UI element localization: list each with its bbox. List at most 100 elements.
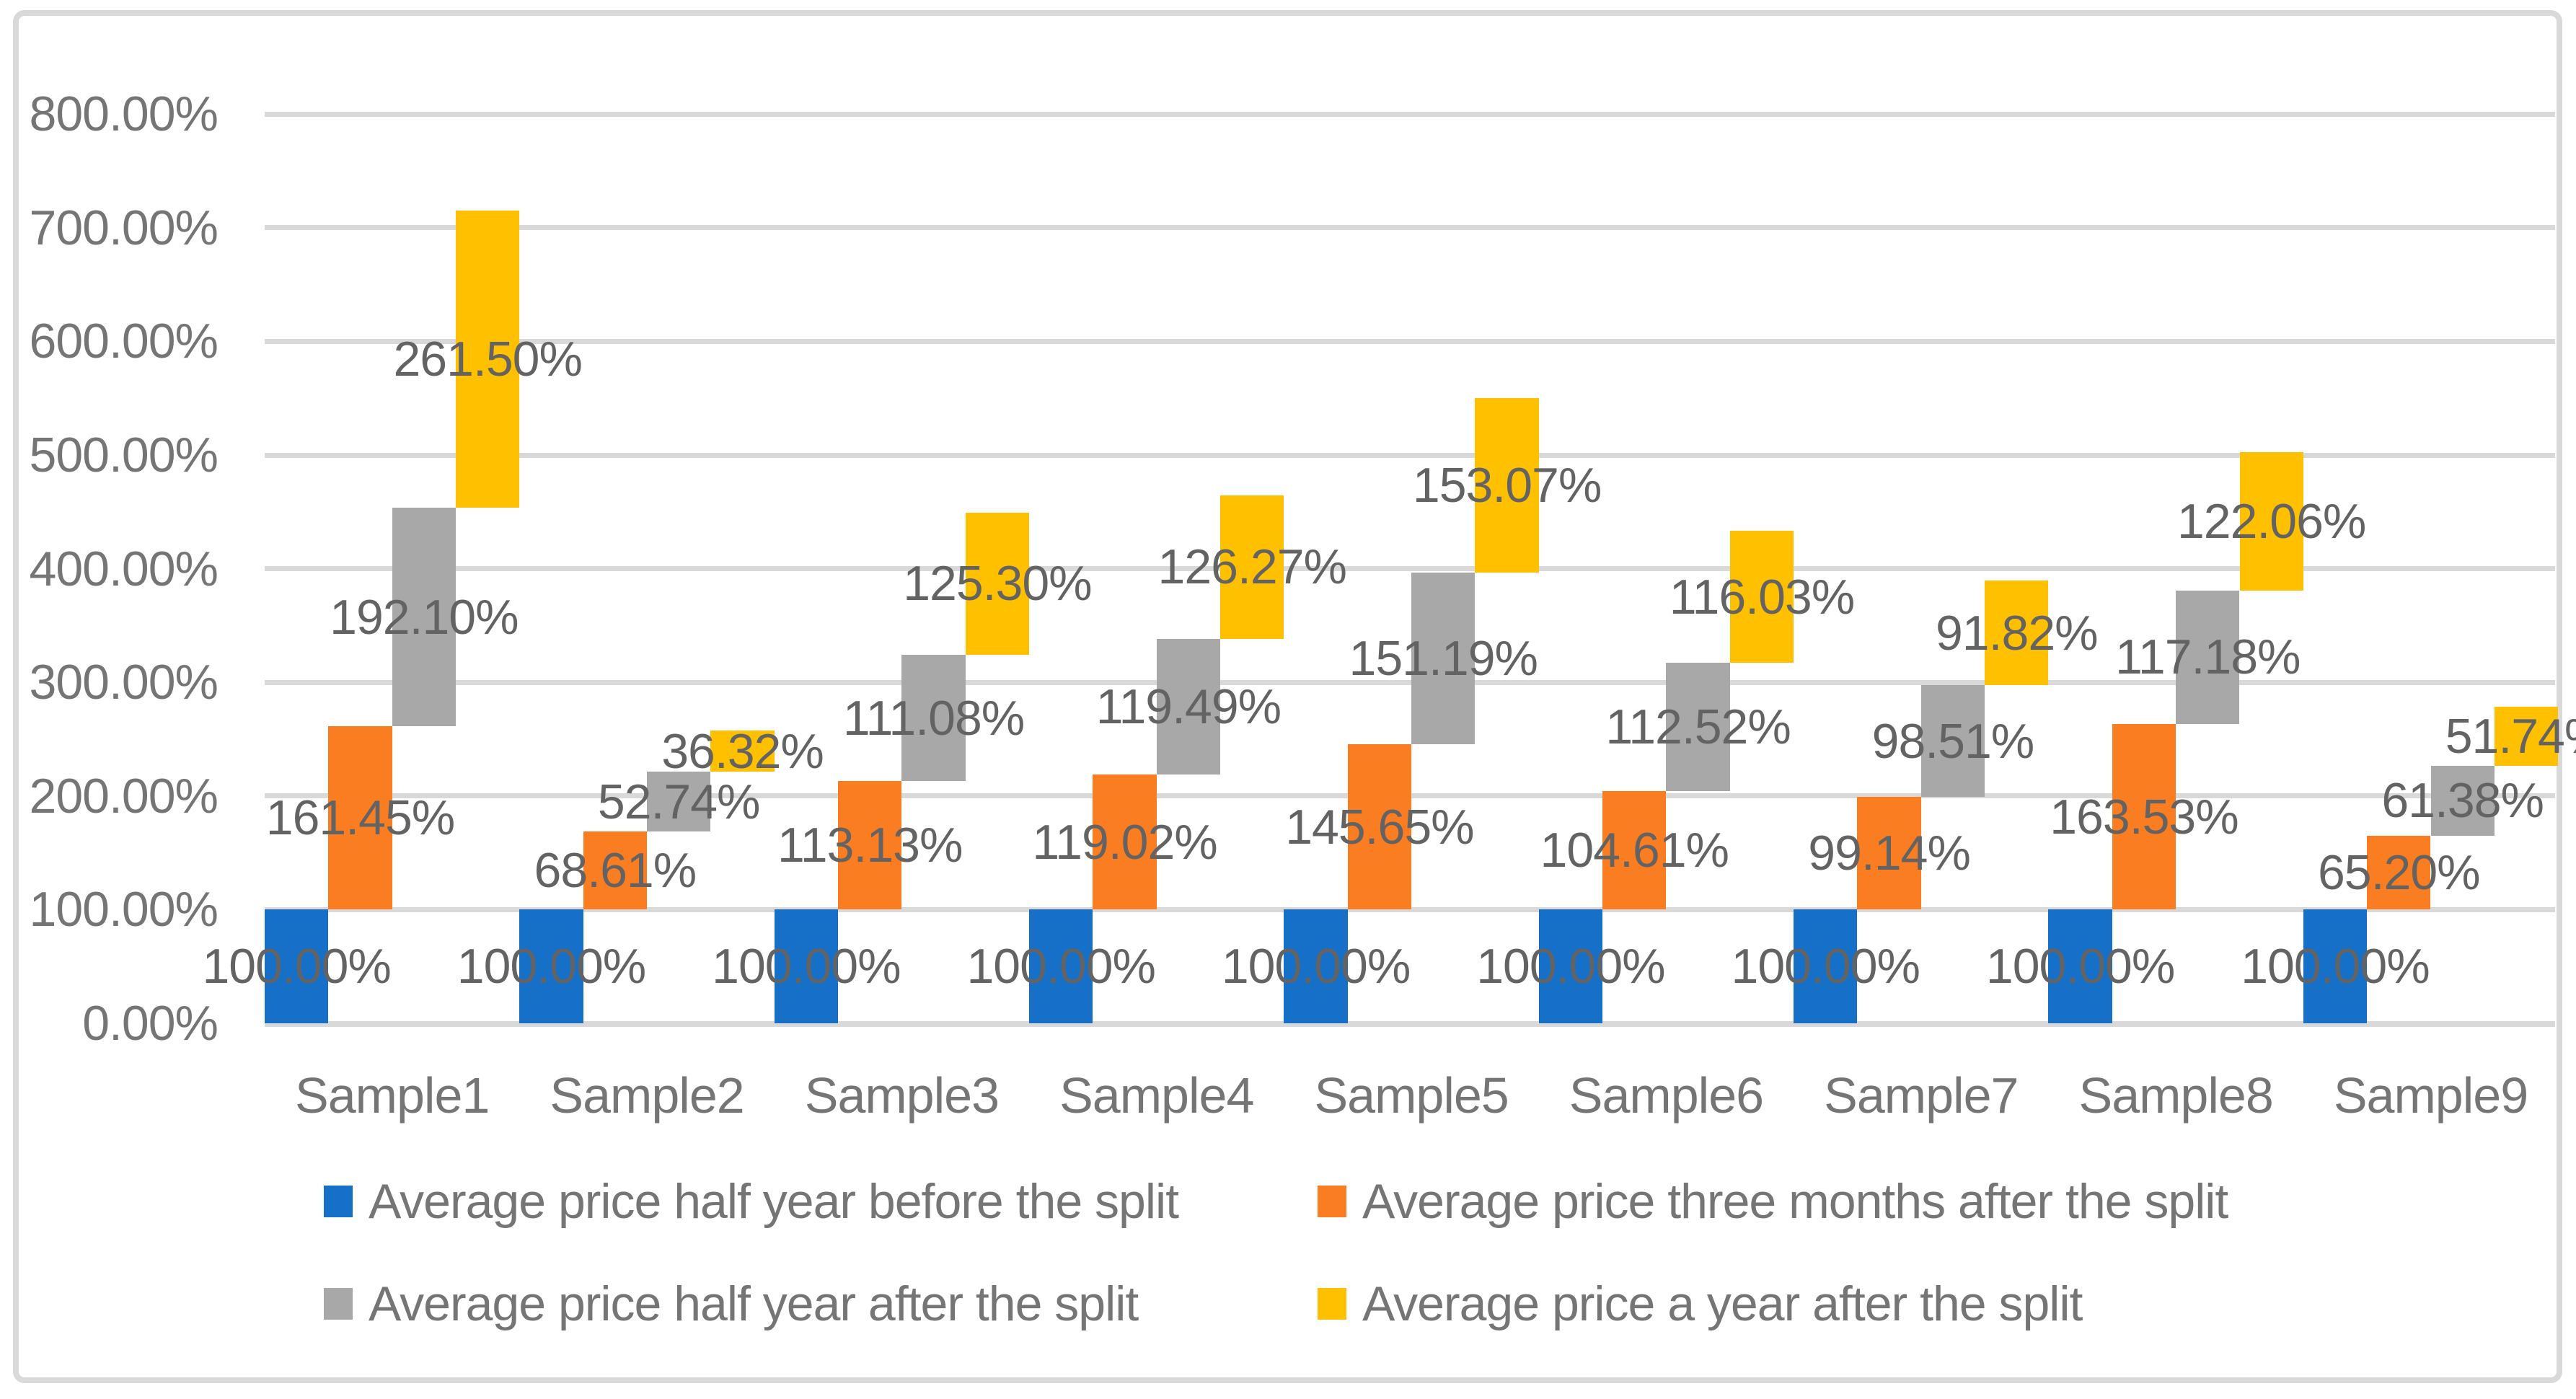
data-label-sample2-series4: 36.32% — [661, 723, 824, 779]
data-label-sample8-series1: 100.00% — [1985, 939, 2175, 994]
bar-sample4-series2 — [1093, 774, 1157, 910]
bar-sample5-series2 — [1347, 743, 1412, 910]
data-label-sample1-series1: 100.00% — [202, 939, 391, 994]
data-label-sample4-series1: 100.00% — [966, 939, 1155, 994]
bar-sample1-series3 — [392, 508, 456, 726]
bar-sample9-series4 — [2494, 707, 2559, 766]
legend-label: Average price half year before the split — [369, 1174, 1179, 1229]
bar-sample4-series1 — [1029, 909, 1093, 1023]
data-label-sample4-series2: 119.02% — [1032, 814, 1217, 870]
bar-sample1-series4 — [456, 211, 520, 508]
data-label-sample3-series2: 113.13% — [777, 818, 963, 873]
data-label-sample1-series3: 192.10% — [330, 589, 519, 645]
x-axis-label-sample8: Sample8 — [2078, 1067, 2274, 1124]
x-axis-label-sample3: Sample3 — [804, 1067, 1000, 1124]
x-axis-label-sample9: Sample9 — [2333, 1067, 2528, 1124]
bar-sample8-series2 — [2112, 723, 2176, 910]
bar-sample8-series1 — [2048, 909, 2112, 1023]
bar-sample7-series1 — [1794, 909, 1858, 1023]
bar-sample2-series4 — [710, 730, 775, 772]
data-label-sample7-series3: 98.51% — [1871, 713, 2035, 769]
gridline-800 — [265, 111, 2555, 117]
bar-sample9-series2 — [2367, 835, 2431, 910]
data-label-sample2-series3: 52.74% — [597, 774, 761, 829]
gridline-300 — [265, 679, 2555, 685]
legend-swatch-icon — [1318, 1186, 1346, 1217]
data-label-sample4-series3: 119.49% — [1095, 679, 1282, 734]
data-label-sample3-series1: 100.00% — [712, 939, 901, 994]
gridline-600 — [265, 338, 2555, 344]
data-label-sample4-series4: 126.27% — [1157, 539, 1347, 594]
data-label-sample9-series4: 51.74% — [2445, 709, 2576, 764]
data-label-sample2-series2: 68.61% — [534, 843, 697, 899]
y-axis-label-600: 600.00% — [29, 314, 219, 369]
y-axis-label-300: 300.00% — [29, 655, 219, 710]
bar-sample6-series3 — [1666, 663, 1730, 791]
gridline-400 — [265, 566, 2555, 572]
legend-label: Average price half year after the split — [369, 1276, 1139, 1331]
data-label-sample9-series2: 65.20% — [2317, 845, 2481, 901]
bar-sample6-series2 — [1602, 790, 1667, 910]
data-label-sample6-series3: 112.52% — [1605, 699, 1791, 754]
y-axis-label-400: 400.00% — [29, 541, 219, 596]
data-label-sample2-series1: 100.00% — [456, 939, 646, 994]
legend-swatch-icon — [1318, 1288, 1346, 1320]
x-axis-label-sample7: Sample7 — [1824, 1067, 2019, 1124]
bar-sample5-series3 — [1411, 572, 1476, 744]
data-label-sample7-series4: 91.82% — [1935, 605, 2099, 661]
x-axis-label-sample2: Sample2 — [550, 1067, 744, 1124]
gridline-100 — [265, 906, 2555, 912]
data-label-sample1-series4: 261.50% — [393, 332, 582, 387]
data-label-sample9-series1: 100.00% — [2241, 939, 2430, 994]
gridline-500 — [265, 452, 2555, 458]
bar-sample7-series3 — [1920, 684, 1985, 798]
data-label-sample3-series4: 125.30% — [903, 556, 1092, 612]
bar-sample5-series1 — [1284, 909, 1348, 1023]
y-axis-label-0: 0.00% — [82, 996, 219, 1051]
legend-label: Average price three months after the spl… — [1362, 1174, 2228, 1229]
data-label-sample6-series4: 116.03% — [1669, 569, 1855, 625]
bar-sample7-series2 — [1857, 797, 1921, 910]
data-label-sample7-series2: 99.14% — [1808, 826, 1971, 881]
data-label-sample6-series2: 104.61% — [1540, 822, 1729, 878]
y-axis-label-700: 700.00% — [29, 200, 219, 255]
bar-sample2-series2 — [583, 831, 648, 910]
bar-sample8-series4 — [2239, 451, 2303, 591]
data-label-sample3-series3: 111.08% — [842, 690, 1025, 746]
legend-swatch-icon — [324, 1288, 353, 1320]
data-label-sample5-series2: 145.65% — [1285, 799, 1474, 855]
bar-sample3-series1 — [774, 909, 839, 1023]
bar-sample3-series3 — [901, 655, 966, 782]
x-axis-label-sample6: Sample6 — [1569, 1067, 1764, 1124]
gridline-0 — [265, 1020, 2555, 1027]
bar-sample8-series3 — [2176, 591, 2240, 724]
bar-sample6-series1 — [1538, 909, 1603, 1023]
bar-sample7-series4 — [1985, 581, 2049, 685]
data-label-sample8-series2: 163.53% — [2050, 789, 2238, 844]
data-label-sample7-series1: 100.00% — [1731, 939, 1920, 994]
data-label-sample1-series2: 161.45% — [265, 790, 455, 846]
y-axis-label-100: 100.00% — [29, 882, 219, 937]
bar-sample6-series4 — [1729, 531, 1794, 663]
bar-sample9-series1 — [2303, 909, 2368, 1023]
y-axis-label-800: 800.00% — [29, 87, 219, 142]
x-axis-label-sample1: Sample1 — [295, 1067, 490, 1124]
bar-sample9-series3 — [2430, 765, 2495, 836]
data-label-sample5-series3: 151.19% — [1349, 630, 1538, 686]
bar-sample2-series1 — [519, 909, 583, 1023]
bar-sample3-series2 — [838, 781, 902, 910]
bar-sample1-series1 — [265, 909, 329, 1023]
data-label-sample8-series4: 122.06% — [2176, 493, 2366, 549]
bar-sample3-series4 — [965, 512, 1030, 656]
bar-sample4-series4 — [1220, 495, 1284, 639]
data-label-sample6-series1: 100.00% — [1476, 939, 1665, 994]
gridline-700 — [265, 225, 2555, 231]
y-axis-label-200: 200.00% — [29, 768, 219, 824]
x-axis-label-sample4: Sample4 — [1059, 1067, 1254, 1124]
bar-sample1-series2 — [328, 725, 392, 910]
data-label-sample5-series4: 153.07% — [1412, 457, 1602, 513]
x-axis-label-sample5: Sample5 — [1314, 1067, 1509, 1124]
legend-label: Average price a year after the split — [1362, 1276, 2083, 1331]
data-label-sample8-series3: 117.18% — [2115, 630, 2301, 685]
